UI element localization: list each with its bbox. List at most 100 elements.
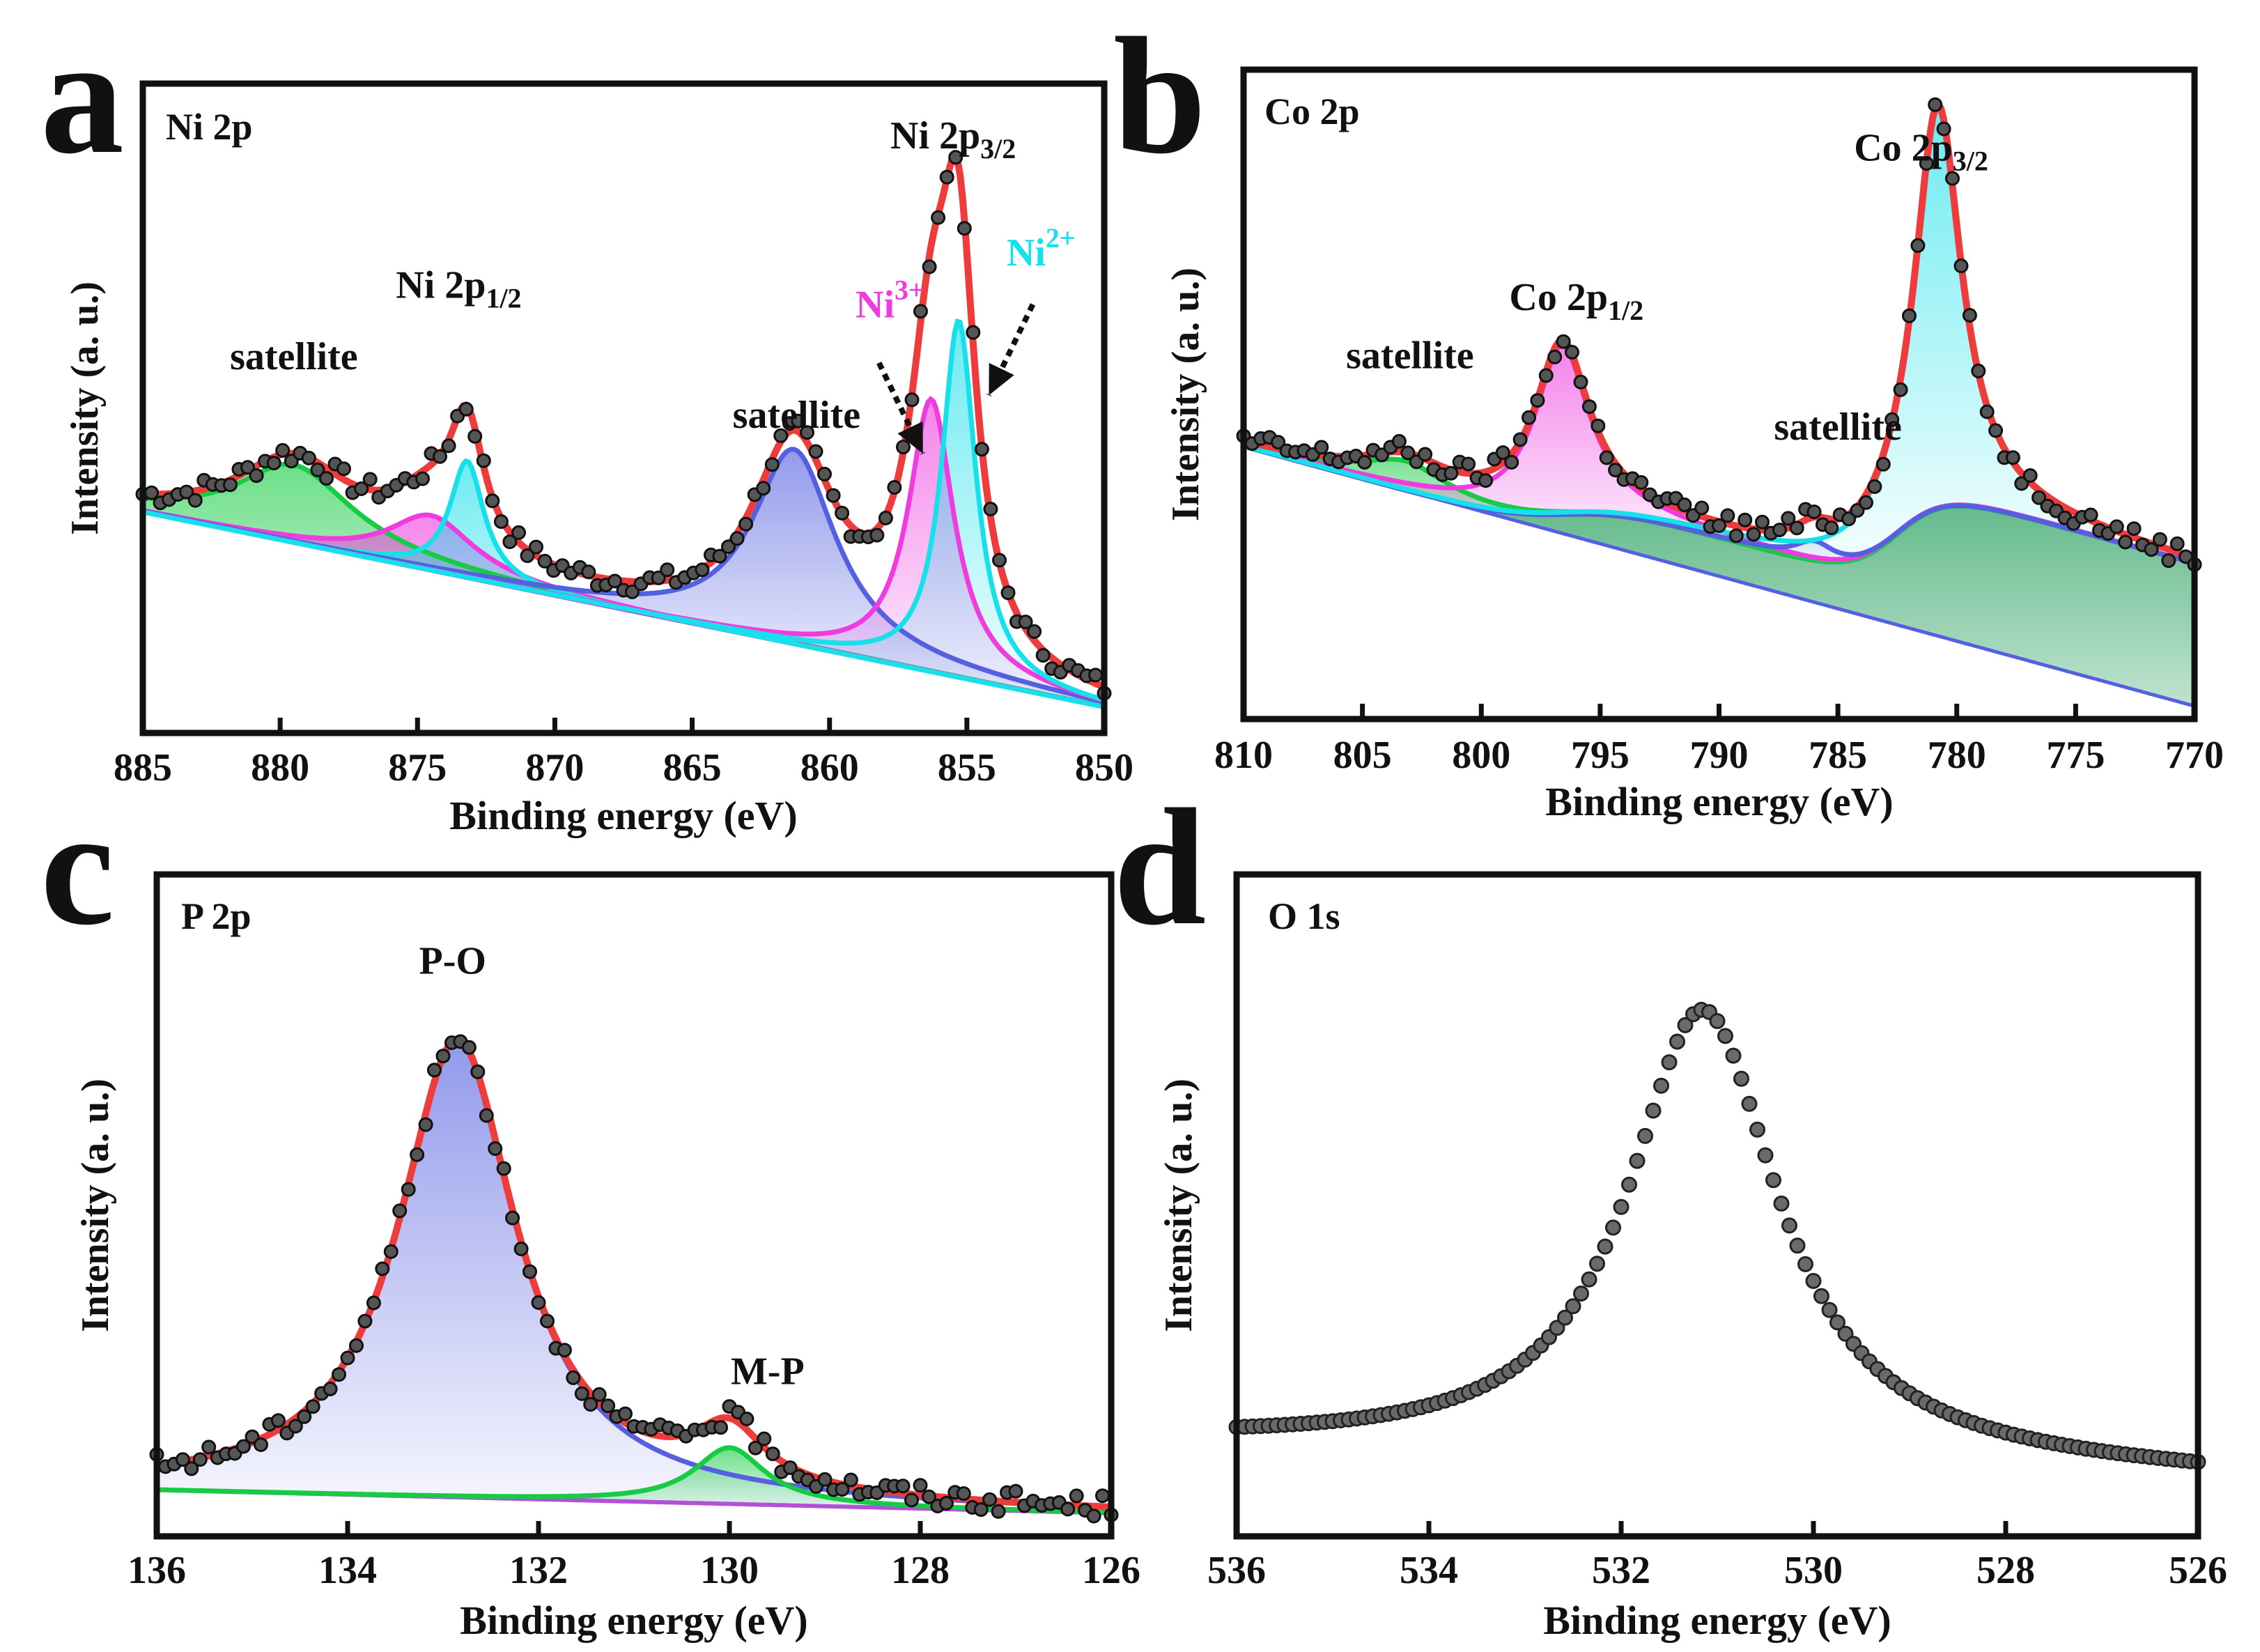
data-point — [1824, 520, 1839, 536]
x-tick-label: 770 — [2165, 734, 2224, 777]
data-point — [485, 493, 500, 509]
data-point — [757, 1431, 772, 1446]
data-point — [1962, 308, 1977, 323]
data-point — [922, 259, 937, 275]
x-tick-label: 530 — [1784, 1549, 1843, 1592]
annotation-label: satellite — [1774, 406, 1901, 449]
data-point — [738, 516, 754, 532]
data-point — [496, 1161, 511, 1176]
x-tick-label: 136 — [127, 1549, 186, 1592]
data-point — [1841, 511, 1857, 527]
data-point — [773, 428, 789, 443]
x-tick-label: 870 — [525, 746, 584, 789]
data-point — [1746, 527, 1761, 542]
data-point — [336, 461, 351, 477]
data-point — [1653, 1077, 1669, 1094]
data-point — [618, 1406, 633, 1421]
data-point — [1608, 463, 1623, 478]
data-point — [505, 1210, 520, 1226]
data-point — [488, 1141, 503, 1156]
x-tick-label: 126 — [1082, 1549, 1140, 1592]
data-point — [607, 573, 622, 589]
data-point — [957, 221, 972, 236]
annotation-arrowhead — [897, 421, 923, 454]
data-point — [713, 1420, 728, 1435]
data-point — [1086, 1508, 1101, 1524]
data-point — [843, 1472, 858, 1488]
data-point — [493, 514, 509, 530]
data-point — [729, 531, 745, 546]
data-point — [869, 527, 885, 543]
data-point — [1018, 615, 1033, 630]
data-point — [1781, 511, 1796, 526]
data-point — [2161, 553, 2176, 569]
panel-letter-a: a — [40, 3, 124, 188]
data-point — [441, 438, 456, 454]
data-point — [1549, 1320, 1565, 1336]
data-point — [1400, 445, 1416, 461]
data-point — [1613, 1198, 1630, 1215]
data-point — [800, 425, 814, 440]
data-point — [362, 472, 378, 487]
x-tick-label: 855 — [938, 746, 996, 789]
data-point — [1547, 349, 1563, 364]
chart-title: P 2p — [181, 895, 251, 937]
data-point — [2126, 521, 2142, 536]
data-point — [1875, 456, 1891, 472]
data-point — [529, 539, 543, 555]
data-point — [223, 477, 238, 493]
data-point — [1661, 1054, 1678, 1071]
data-point — [2118, 534, 2133, 550]
data-point — [992, 553, 1007, 568]
data-point — [175, 1452, 190, 1467]
annotation-label: Ni2+ — [1007, 222, 1076, 275]
data-point — [1637, 1127, 1653, 1144]
data-point — [1314, 440, 1329, 455]
data-point — [301, 450, 316, 465]
data-point — [1573, 374, 1588, 389]
data-point — [756, 481, 771, 496]
x-tick-label: 780 — [1928, 734, 1986, 777]
data-point — [184, 1461, 199, 1476]
data-point — [1478, 473, 1493, 488]
data-point — [275, 442, 291, 458]
data-point — [1027, 624, 1042, 639]
data-point — [904, 392, 920, 408]
x-tick-label: 860 — [800, 746, 859, 789]
data-point — [270, 1413, 286, 1428]
data-point — [2083, 507, 2098, 523]
peak-fill — [157, 1040, 1111, 1513]
data-point — [1590, 418, 1606, 433]
data-point — [1461, 456, 1476, 472]
data-point — [179, 484, 194, 500]
y-axis-label: Intensity (a. u.) — [63, 281, 107, 535]
data-point — [2005, 450, 2020, 465]
plot-frame — [1233, 871, 2201, 1540]
data-point — [502, 534, 518, 550]
data-point — [284, 454, 299, 469]
x-tick-label: 875 — [388, 746, 447, 789]
data-point — [375, 1261, 390, 1276]
data-point — [458, 401, 474, 417]
data-point — [826, 488, 841, 503]
data-point — [1806, 504, 1822, 520]
x-axis-label: Binding energy (eV) — [1543, 1598, 1891, 1643]
data-point — [435, 1049, 451, 1064]
chart-title: O 1s — [1268, 895, 1340, 937]
data-point — [651, 570, 666, 585]
data-point — [1008, 1483, 1023, 1499]
data-point — [1741, 1095, 1758, 1112]
data-point — [319, 471, 334, 486]
data-point — [931, 210, 946, 225]
panel-d-o1s: 536 534 532 530 528 526 O 1s Intensity (a. u.… — [1157, 871, 2227, 1643]
data-point — [913, 304, 928, 319]
data-point — [1789, 520, 1804, 536]
data-point — [520, 548, 535, 564]
data-point — [523, 1264, 537, 1279]
data-point — [240, 460, 255, 475]
data-point — [349, 1338, 364, 1353]
data-point — [1530, 393, 1545, 408]
data-point — [1495, 445, 1510, 461]
x-tick-label: 526 — [2169, 1549, 2227, 1592]
data-point — [1677, 1017, 1694, 1033]
